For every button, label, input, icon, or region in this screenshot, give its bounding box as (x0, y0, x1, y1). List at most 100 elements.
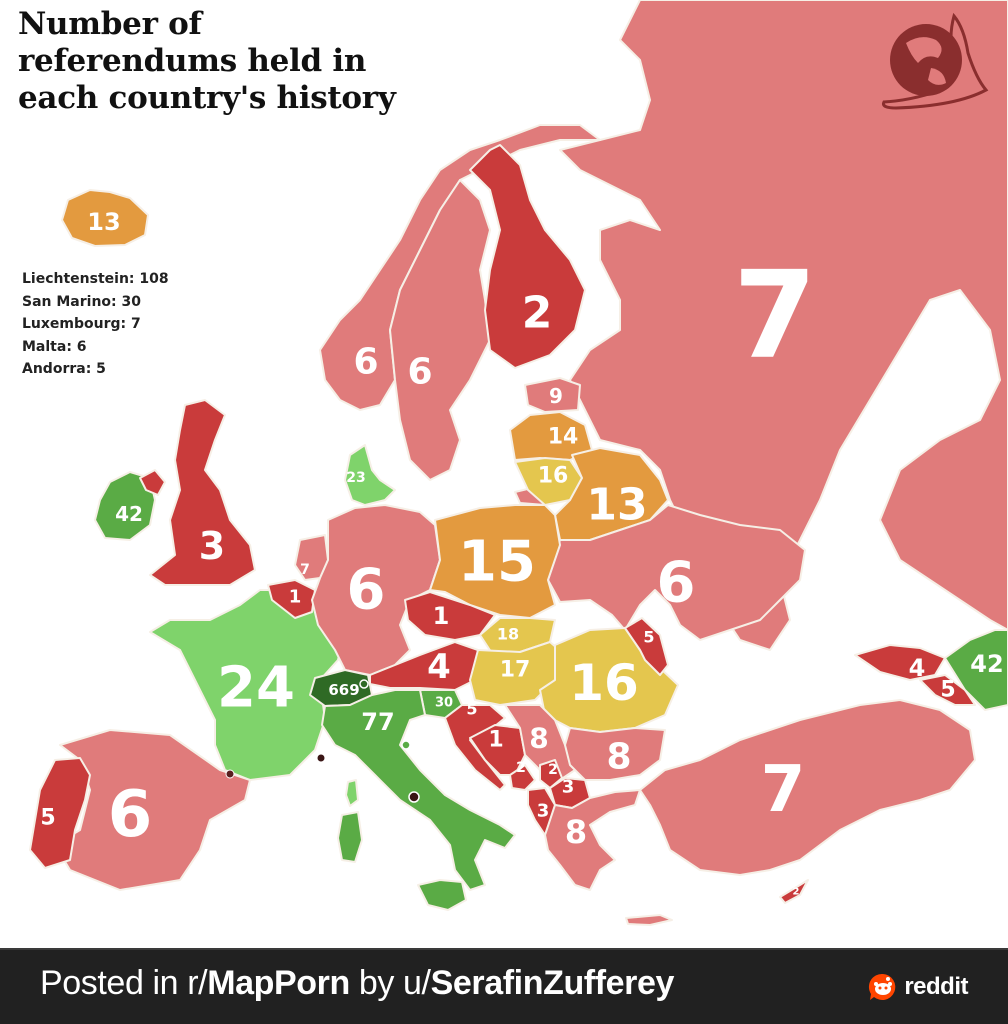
label-switzerland: 669 (328, 681, 359, 699)
country-italy-sardinia (337, 811, 363, 863)
label-germany: 6 (347, 558, 386, 623)
label-ireland: 42 (115, 502, 143, 526)
microstates-legend: Liechtenstein: 108 San Marino: 30 Luxemb… (22, 268, 169, 381)
label-spain: 6 (108, 778, 153, 852)
legend-item-malta: Malta: 6 (22, 338, 87, 355)
country-iceland (61, 189, 149, 247)
marker-andorra (225, 769, 235, 779)
label-denmark: 23 (346, 470, 365, 486)
label-finland: 2 (522, 288, 553, 339)
country-finland (469, 144, 586, 369)
country-sweden (389, 179, 491, 481)
country-poland (429, 504, 561, 619)
country-spain (54, 729, 251, 891)
country-azerbaijan (944, 629, 1008, 711)
legend-item-san-marino: San Marino: 30 (22, 293, 141, 310)
reddit-brand: reddit (868, 972, 968, 1002)
label-portugal: 5 (40, 806, 55, 831)
label-albania: 3 (537, 801, 550, 822)
country-serbia (504, 704, 576, 781)
country-portugal (29, 757, 91, 869)
label-montenegro: 2 (516, 760, 526, 776)
post-attribution: Posted in r/MapPorn by u/SerafinZufferey (40, 964, 674, 1003)
title-line-1: Number of (18, 6, 202, 42)
label-hungary: 17 (500, 658, 531, 683)
username-link[interactable]: SerafinZufferey (430, 964, 675, 1002)
label-latvia: 14 (548, 425, 579, 450)
attribution-prefix: Posted in r/ (40, 964, 208, 1002)
legend-item-liechtenstein: Liechtenstein: 108 (22, 271, 169, 287)
country-belgium (267, 579, 316, 619)
legend-item-andorra: Andorra: 5 (22, 361, 106, 377)
label-france: 24 (217, 656, 295, 721)
label-bulgaria: 8 (606, 737, 631, 778)
label-romania: 16 (569, 654, 639, 712)
attribution-middle: by u/ (349, 964, 431, 1002)
label-belgium: 1 (289, 587, 302, 608)
label-uk: 3 (199, 524, 225, 568)
legend-item-luxembourg: Luxembourg: 7 (22, 316, 141, 332)
country-italy-sicily (417, 879, 467, 911)
label-norway: 6 (353, 342, 378, 383)
country-ireland (94, 471, 156, 541)
country-cyprus (779, 879, 809, 904)
country-ukraine (547, 504, 806, 641)
country-germany (311, 504, 441, 676)
label-netherlands: 7 (300, 562, 310, 578)
title-line-3: each country's history (18, 80, 396, 116)
country-italy (321, 689, 516, 891)
map-title: Number of referendums held in each count… (18, 6, 396, 117)
label-macedonia: 3 (562, 777, 575, 798)
label-lithuania: 16 (538, 464, 569, 489)
label-iceland: 13 (87, 208, 120, 236)
title-line-2: referendums held in (18, 43, 367, 79)
country-greece (544, 789, 641, 891)
reddit-logo-icon (869, 973, 896, 1000)
label-croatia: 5 (466, 700, 477, 719)
label-slovakia: 18 (497, 625, 519, 644)
europe-map: 13 42 3 6 6 2 7 9 14 16 13 23 7 1 6 15 6… (18, 0, 1008, 926)
label-turkey: 7 (761, 753, 806, 827)
label-kosovo: 2 (548, 762, 558, 778)
country-georgia (854, 644, 946, 681)
reddit-wordmark: reddit (904, 973, 968, 1000)
marker-san-marino (401, 740, 411, 750)
marker-liechtenstein (359, 679, 369, 689)
country-greece-crete (625, 914, 673, 926)
map-canvas: 13 42 3 6 6 2 7 9 14 16 13 23 7 1 6 15 6… (29, 0, 1008, 926)
label-sweden: 6 (407, 352, 432, 393)
label-bosnia: 1 (488, 728, 503, 753)
label-austria: 4 (427, 647, 451, 687)
country-armenia (919, 674, 976, 706)
marker-monaco (316, 753, 326, 763)
country-turkey (639, 699, 976, 876)
label-russia: 7 (733, 247, 817, 386)
label-cyprus: 2 (793, 887, 800, 898)
country-uk (149, 399, 256, 586)
label-ukraine: 6 (657, 551, 696, 616)
label-italy: 77 (361, 708, 394, 736)
label-slovenia: 30 (435, 696, 453, 711)
country-france-corsica (345, 779, 359, 807)
label-azerbaijan: 42 (970, 650, 1003, 678)
label-belarus: 13 (586, 480, 647, 531)
label-moldova: 5 (643, 628, 654, 647)
subreddit-link[interactable]: MapPorn (207, 964, 350, 1002)
country-montenegro (509, 764, 536, 791)
country-bosnia (469, 724, 526, 776)
footer-bar: Posted in r/MapPorn by u/SerafinZufferey… (0, 948, 1008, 1024)
label-armenia: 5 (940, 678, 955, 703)
country-denmark (344, 444, 396, 506)
country-uk-northern-ireland (139, 469, 166, 496)
label-estonia: 9 (549, 384, 563, 408)
country-estonia (524, 377, 581, 413)
label-czechia: 1 (433, 602, 450, 630)
label-greece: 8 (565, 813, 587, 851)
country-moldova (624, 617, 669, 676)
label-serbia: 8 (529, 722, 548, 755)
label-poland: 15 (458, 530, 536, 595)
marker-vatican (408, 791, 420, 803)
globe-hand-logo-icon (882, 12, 989, 110)
country-bulgaria (564, 727, 666, 781)
label-georgia: 4 (909, 654, 926, 682)
